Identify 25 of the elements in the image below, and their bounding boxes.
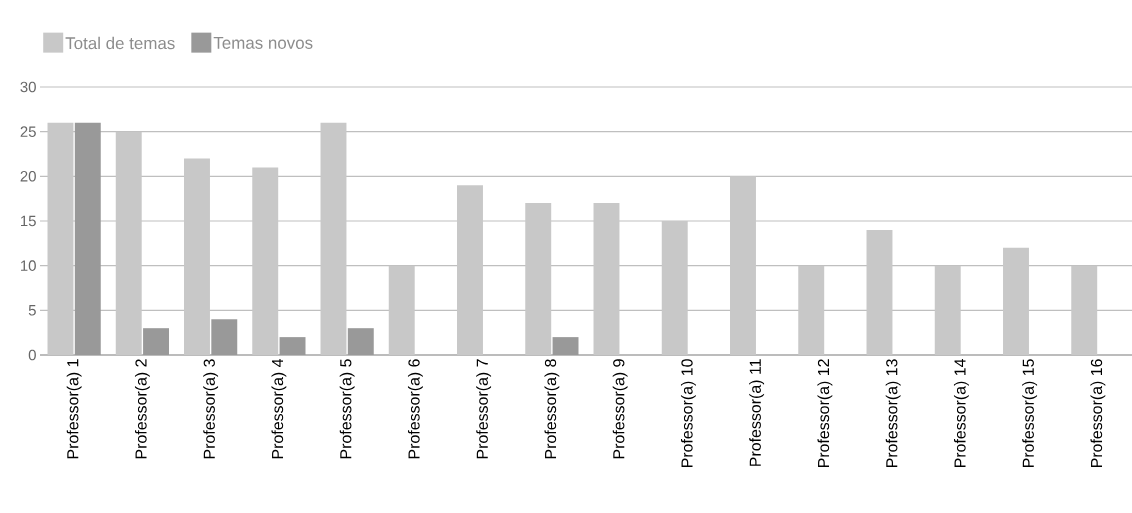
- x-tick-label: Professor(a) 8: [544, 359, 560, 459]
- x-tick-label: Professor(a) 9: [612, 359, 628, 459]
- x-tick-label: Professor(a) 2: [134, 359, 150, 459]
- x-tick-label: Professor(a) 11: [749, 359, 765, 466]
- x-tick-label: Professor(a) 3: [203, 359, 219, 459]
- x-tick-label: Professor(a) 6: [407, 359, 423, 459]
- y-tick-label: 15: [21, 215, 36, 227]
- x-tick-label: Professor(a) 14: [953, 359, 969, 468]
- y-tick-label: 0: [28, 349, 36, 361]
- x-tick-label: Professor(a) 15: [1022, 359, 1038, 468]
- y-tick-label: 20: [20, 171, 36, 182]
- x-tick-label: Professor(a) 1: [66, 359, 82, 459]
- y-tick-label: 5: [28, 305, 36, 316]
- x-tick-label: Professor(a) 13: [885, 359, 901, 468]
- x-tick-label: Professor(a) 10: [680, 359, 696, 468]
- y-tick-label: 25: [20, 126, 36, 137]
- y-tick-label: 30: [20, 81, 36, 93]
- x-tick-label: Professor(a) 4: [271, 359, 287, 459]
- y-tick-label: 10: [21, 260, 36, 271]
- x-tick-label: Professor(a) 16: [1090, 359, 1106, 468]
- x-tick-label: Professor(a) 7: [476, 359, 492, 459]
- legend-label: Temas novos: [213, 37, 313, 49]
- x-tick-label: Professor(a) 12: [817, 359, 833, 468]
- legend-label: Total de temas: [65, 36, 175, 50]
- x-tick-label: Professor(a) 5: [339, 359, 355, 459]
